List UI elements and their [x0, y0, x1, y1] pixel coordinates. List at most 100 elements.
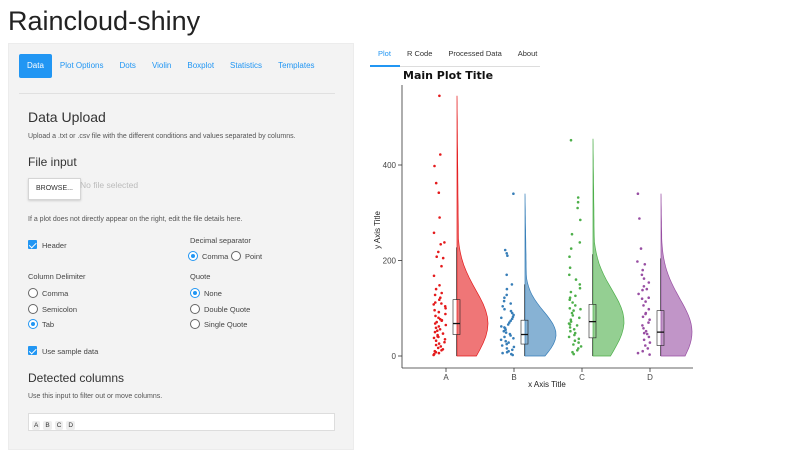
browse-button[interactable]: BROWSE...	[28, 178, 81, 200]
data-point-a	[434, 181, 438, 185]
data-point-a	[434, 314, 437, 318]
quote-none-label: None	[204, 289, 222, 298]
column-chip-a[interactable]: A	[32, 421, 41, 430]
tab-boxplot[interactable]: Boxplot	[187, 61, 215, 70]
data-point-a	[437, 250, 440, 254]
tab-plot[interactable]: Plot	[378, 49, 391, 58]
data-point-b	[506, 254, 509, 257]
data-point-d	[640, 297, 644, 301]
delimiter-comma-label: Comma	[42, 289, 69, 298]
data-point-c	[570, 311, 574, 315]
quote-single-radio[interactable]	[190, 319, 200, 329]
delimiter-tab-radio[interactable]	[28, 319, 38, 329]
data-point-a	[434, 339, 438, 343]
column-chip-b[interactable]: B	[43, 421, 52, 430]
data-point-a	[432, 231, 436, 235]
data-point-c	[579, 218, 582, 222]
column-chip-d[interactable]: D	[66, 421, 76, 430]
data-point-a	[439, 153, 442, 156]
data-point-b	[500, 316, 503, 320]
quote-none-radio[interactable]	[190, 288, 200, 298]
file-input-heading: File input	[28, 155, 77, 169]
quote-label: Quote	[190, 272, 211, 281]
data-point-a	[432, 303, 436, 306]
chart-title: Main Plot Title	[403, 69, 493, 82]
data-point-c	[568, 298, 571, 302]
tab-templates[interactable]: Templates	[278, 61, 315, 70]
data-point-d	[648, 318, 651, 322]
data-point-a	[438, 284, 441, 287]
column-chip-c[interactable]: C	[54, 421, 64, 430]
x-tick-label-d: D	[647, 373, 653, 382]
left-tab-bar: Data Plot Options Dots Violin Boxplot St…	[19, 54, 323, 78]
data-point-d	[647, 321, 650, 324]
data-point-b	[509, 334, 512, 337]
data-point-a	[439, 243, 443, 246]
data-upload-heading: Data Upload	[28, 109, 106, 125]
y-tick-label-0: 0	[392, 352, 397, 361]
data-point-c	[574, 278, 578, 281]
y-tick-label-400: 400	[383, 161, 397, 170]
quote-single-label: Single Quote	[204, 320, 248, 329]
data-point-c	[567, 335, 571, 339]
tab-data[interactable]: Data	[19, 54, 52, 78]
data-point-c	[568, 273, 571, 277]
data-point-b	[510, 317, 514, 321]
data-point-d	[641, 268, 644, 272]
data-point-d	[641, 324, 644, 327]
data-point-a	[440, 291, 444, 295]
violin-d	[660, 193, 693, 357]
delimiter-semicolon-radio[interactable]	[28, 304, 38, 314]
data-point-a	[434, 326, 438, 330]
tab-r-code[interactable]: R Code	[406, 49, 433, 58]
data-point-d	[646, 347, 650, 350]
data-point-a	[444, 323, 448, 327]
header-label: Header	[42, 241, 67, 250]
delimiter-comma-radio[interactable]	[28, 288, 38, 298]
data-point-a	[440, 264, 443, 268]
data-point-d	[636, 260, 639, 263]
data-point-c	[569, 329, 572, 333]
data-point-b	[505, 287, 509, 291]
data-point-a	[440, 302, 443, 305]
data-point-b	[504, 331, 508, 334]
data-point-a	[441, 332, 445, 335]
sample-data-checkbox[interactable]	[28, 346, 37, 355]
data-point-b	[512, 345, 516, 349]
tab-processed-data[interactable]: Processed Data	[448, 49, 502, 58]
data-point-a	[438, 298, 441, 302]
tab-statistics[interactable]: Statistics	[230, 61, 263, 70]
data-point-a	[433, 293, 437, 297]
tab-violin[interactable]: Violin	[151, 61, 172, 70]
header-checkbox[interactable]	[28, 240, 37, 249]
data-point-c	[568, 296, 572, 300]
data-point-d	[645, 287, 649, 291]
output-tab-divider	[370, 66, 540, 67]
x-tick-label-a: A	[443, 373, 449, 382]
file-name-field[interactable]: No file selected	[80, 180, 139, 190]
tab-dots[interactable]: Dots	[119, 61, 136, 70]
data-point-c	[569, 320, 573, 323]
decimal-point-radio[interactable]	[231, 251, 241, 261]
data-point-b	[503, 307, 506, 311]
data-point-a	[436, 346, 440, 350]
detected-columns-hint: Use this input to filter out or move col…	[28, 393, 163, 400]
data-point-a	[435, 255, 439, 258]
data-point-a	[444, 312, 447, 316]
data-point-b	[503, 296, 506, 300]
data-point-c	[579, 307, 582, 311]
data-point-d	[636, 192, 640, 195]
tab-plot-options[interactable]: Plot Options	[59, 61, 104, 70]
data-point-c	[568, 266, 572, 270]
data-point-c	[571, 314, 575, 317]
data-point-b	[509, 319, 512, 323]
app-title: Raincloud-shiny	[8, 6, 201, 36]
decimal-comma-radio[interactable]	[188, 251, 198, 261]
tab-about[interactable]: About	[517, 49, 538, 58]
sample-data-label: Use sample data	[42, 347, 99, 356]
delimiter-tab-label: Tab	[42, 320, 55, 329]
data-point-d	[648, 353, 651, 356]
quote-double-radio[interactable]	[190, 304, 200, 314]
